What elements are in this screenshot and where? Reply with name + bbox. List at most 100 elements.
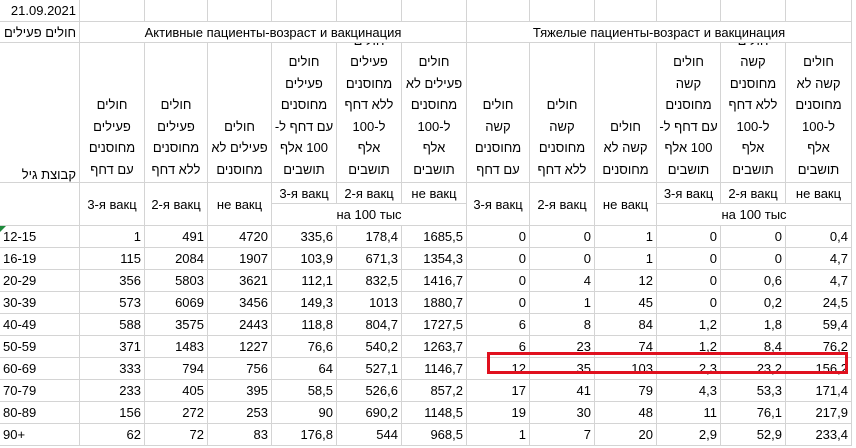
header-line: מחוסנים xyxy=(474,140,522,155)
cell-text: 62 xyxy=(126,427,141,442)
header-line: פעילים xyxy=(93,118,131,134)
age-group: 20-29 xyxy=(0,270,80,292)
cell-text: 2,9 xyxy=(698,427,717,442)
cell-text: на 100 тыс xyxy=(721,207,787,222)
cell-text: 8 xyxy=(583,317,591,332)
header-line: ל-100 xyxy=(802,118,835,134)
value-cell: 62 xyxy=(80,424,145,446)
cell-text: 1263,7 xyxy=(423,339,463,354)
value-cell: 0 xyxy=(657,270,721,292)
value-cell: 3575 xyxy=(145,314,208,336)
value-cell: 178,4 xyxy=(337,226,402,248)
cell-text: 1483 xyxy=(175,339,204,354)
age-group: 50-59 xyxy=(0,336,80,358)
value-cell: 3456 xyxy=(208,292,272,314)
value-cell: 115 xyxy=(80,248,145,270)
value-cell: 0 xyxy=(657,292,721,314)
cell-text: 30 xyxy=(576,405,591,420)
header-line: קשה xyxy=(740,54,766,69)
cell-text: 17 xyxy=(511,383,526,398)
cell-text: 52,9 xyxy=(756,427,782,442)
age-group: 12-15 xyxy=(0,226,80,248)
value-cell: 12 xyxy=(595,270,657,292)
header-line: ללא דחף xyxy=(344,97,394,112)
value-cell: 0 xyxy=(721,248,786,270)
cell-text: 1148,5 xyxy=(424,405,463,420)
cell-text: 45 xyxy=(638,295,653,310)
cell-text: 2-я вакц xyxy=(728,185,778,201)
cell-text: 573 xyxy=(119,295,141,310)
value-cell: 491 xyxy=(145,226,208,248)
cell-text: 6069 xyxy=(175,295,204,310)
header-line: מחוסנים xyxy=(216,161,263,177)
value-cell: 371 xyxy=(80,336,145,358)
header-line: מחוסנים xyxy=(410,97,458,112)
header-line: חולים xyxy=(738,43,769,51)
value-cell: 79 xyxy=(595,380,657,402)
value-cell: 24,5 xyxy=(786,292,852,314)
value-cell: 11 xyxy=(657,402,721,424)
cell-text: 671,3 xyxy=(365,251,398,266)
column-header: חולים קשה מחוסנים עם דחף ל- 100 אלף תושבים xyxy=(657,43,721,183)
value-cell: 8 xyxy=(530,314,595,336)
cell-text: 2084 xyxy=(175,251,204,266)
cell-text: חולים פעילים xyxy=(3,24,76,40)
header-line: אלף xyxy=(807,140,830,155)
cell-text: 11 xyxy=(703,405,718,420)
cell-text: 3-я вакц xyxy=(87,196,137,212)
value-cell: 176,8 xyxy=(272,424,337,446)
value-cell: 356 xyxy=(80,270,145,292)
value-cell: 41 xyxy=(530,380,595,402)
group-header: Тяжелые пациенты-возраст и вакцинация xyxy=(467,22,852,43)
value-cell: 1013 xyxy=(337,292,402,314)
value-cell: 156 xyxy=(80,402,145,424)
per-100k: на 100 тыс xyxy=(272,204,467,226)
value-cell: 1 xyxy=(595,226,657,248)
value-cell: 272 xyxy=(145,402,208,424)
cell-text: 2-я вакц xyxy=(537,196,587,212)
header-line: 100 אלף xyxy=(280,140,328,155)
value-cell: 30 xyxy=(530,402,595,424)
value-cell: 1907 xyxy=(208,248,272,270)
value-cell: 1483 xyxy=(145,336,208,358)
cell-text: 156 xyxy=(119,405,141,420)
cell-text: 0 xyxy=(518,229,526,244)
cell-text: 21.09.2021 xyxy=(10,3,76,18)
empty-cell xyxy=(337,0,402,22)
value-cell: 395 xyxy=(208,380,272,402)
value-cell: 857,2 xyxy=(402,380,467,402)
cell-text: 115 xyxy=(120,251,141,266)
cell-text: 12-15 xyxy=(3,229,37,244)
cell-text: 3-я вакц xyxy=(473,196,523,212)
value-cell: 0,6 xyxy=(721,270,786,292)
cell-text: 371 xyxy=(119,339,141,354)
header-line: אלף xyxy=(741,140,765,155)
cell-text: 16-19 xyxy=(3,251,37,266)
header-line: אלף xyxy=(422,140,446,155)
cell-text: 491 xyxy=(182,229,204,244)
cell-text: Активные пациенты-возраст и вакцинация xyxy=(144,24,402,40)
value-cell: 72 xyxy=(145,424,208,446)
cell-text: 23 xyxy=(576,339,591,354)
cell-text: 690,2 xyxy=(365,405,398,420)
value-cell: 333 xyxy=(80,358,145,380)
column-header: חולים פעילים מחוסנים ללא דחף xyxy=(145,43,208,183)
value-cell: 90 xyxy=(272,402,337,424)
value-cell: 149,3 xyxy=(272,292,337,314)
value-cell: 83 xyxy=(208,424,272,446)
empty-cell xyxy=(786,0,852,22)
cell-text: 2443 xyxy=(239,317,268,332)
cell-text: 0 xyxy=(518,273,526,288)
cell-text: 80-89 xyxy=(3,405,37,420)
cell-text: 20-29 xyxy=(3,273,37,288)
value-cell: 794 xyxy=(145,358,208,380)
cell-text: 1 xyxy=(645,229,653,244)
value-cell: 540,2 xyxy=(337,336,402,358)
cell-text: не вакц xyxy=(411,185,457,201)
value-cell: 1,8 xyxy=(721,314,786,336)
cell-text: 527,1 xyxy=(365,361,398,376)
cell-text: 90+ xyxy=(3,427,26,442)
empty-cell xyxy=(595,0,657,22)
value-cell: 690,2 xyxy=(337,402,402,424)
cell-text: 176,8 xyxy=(300,427,333,442)
